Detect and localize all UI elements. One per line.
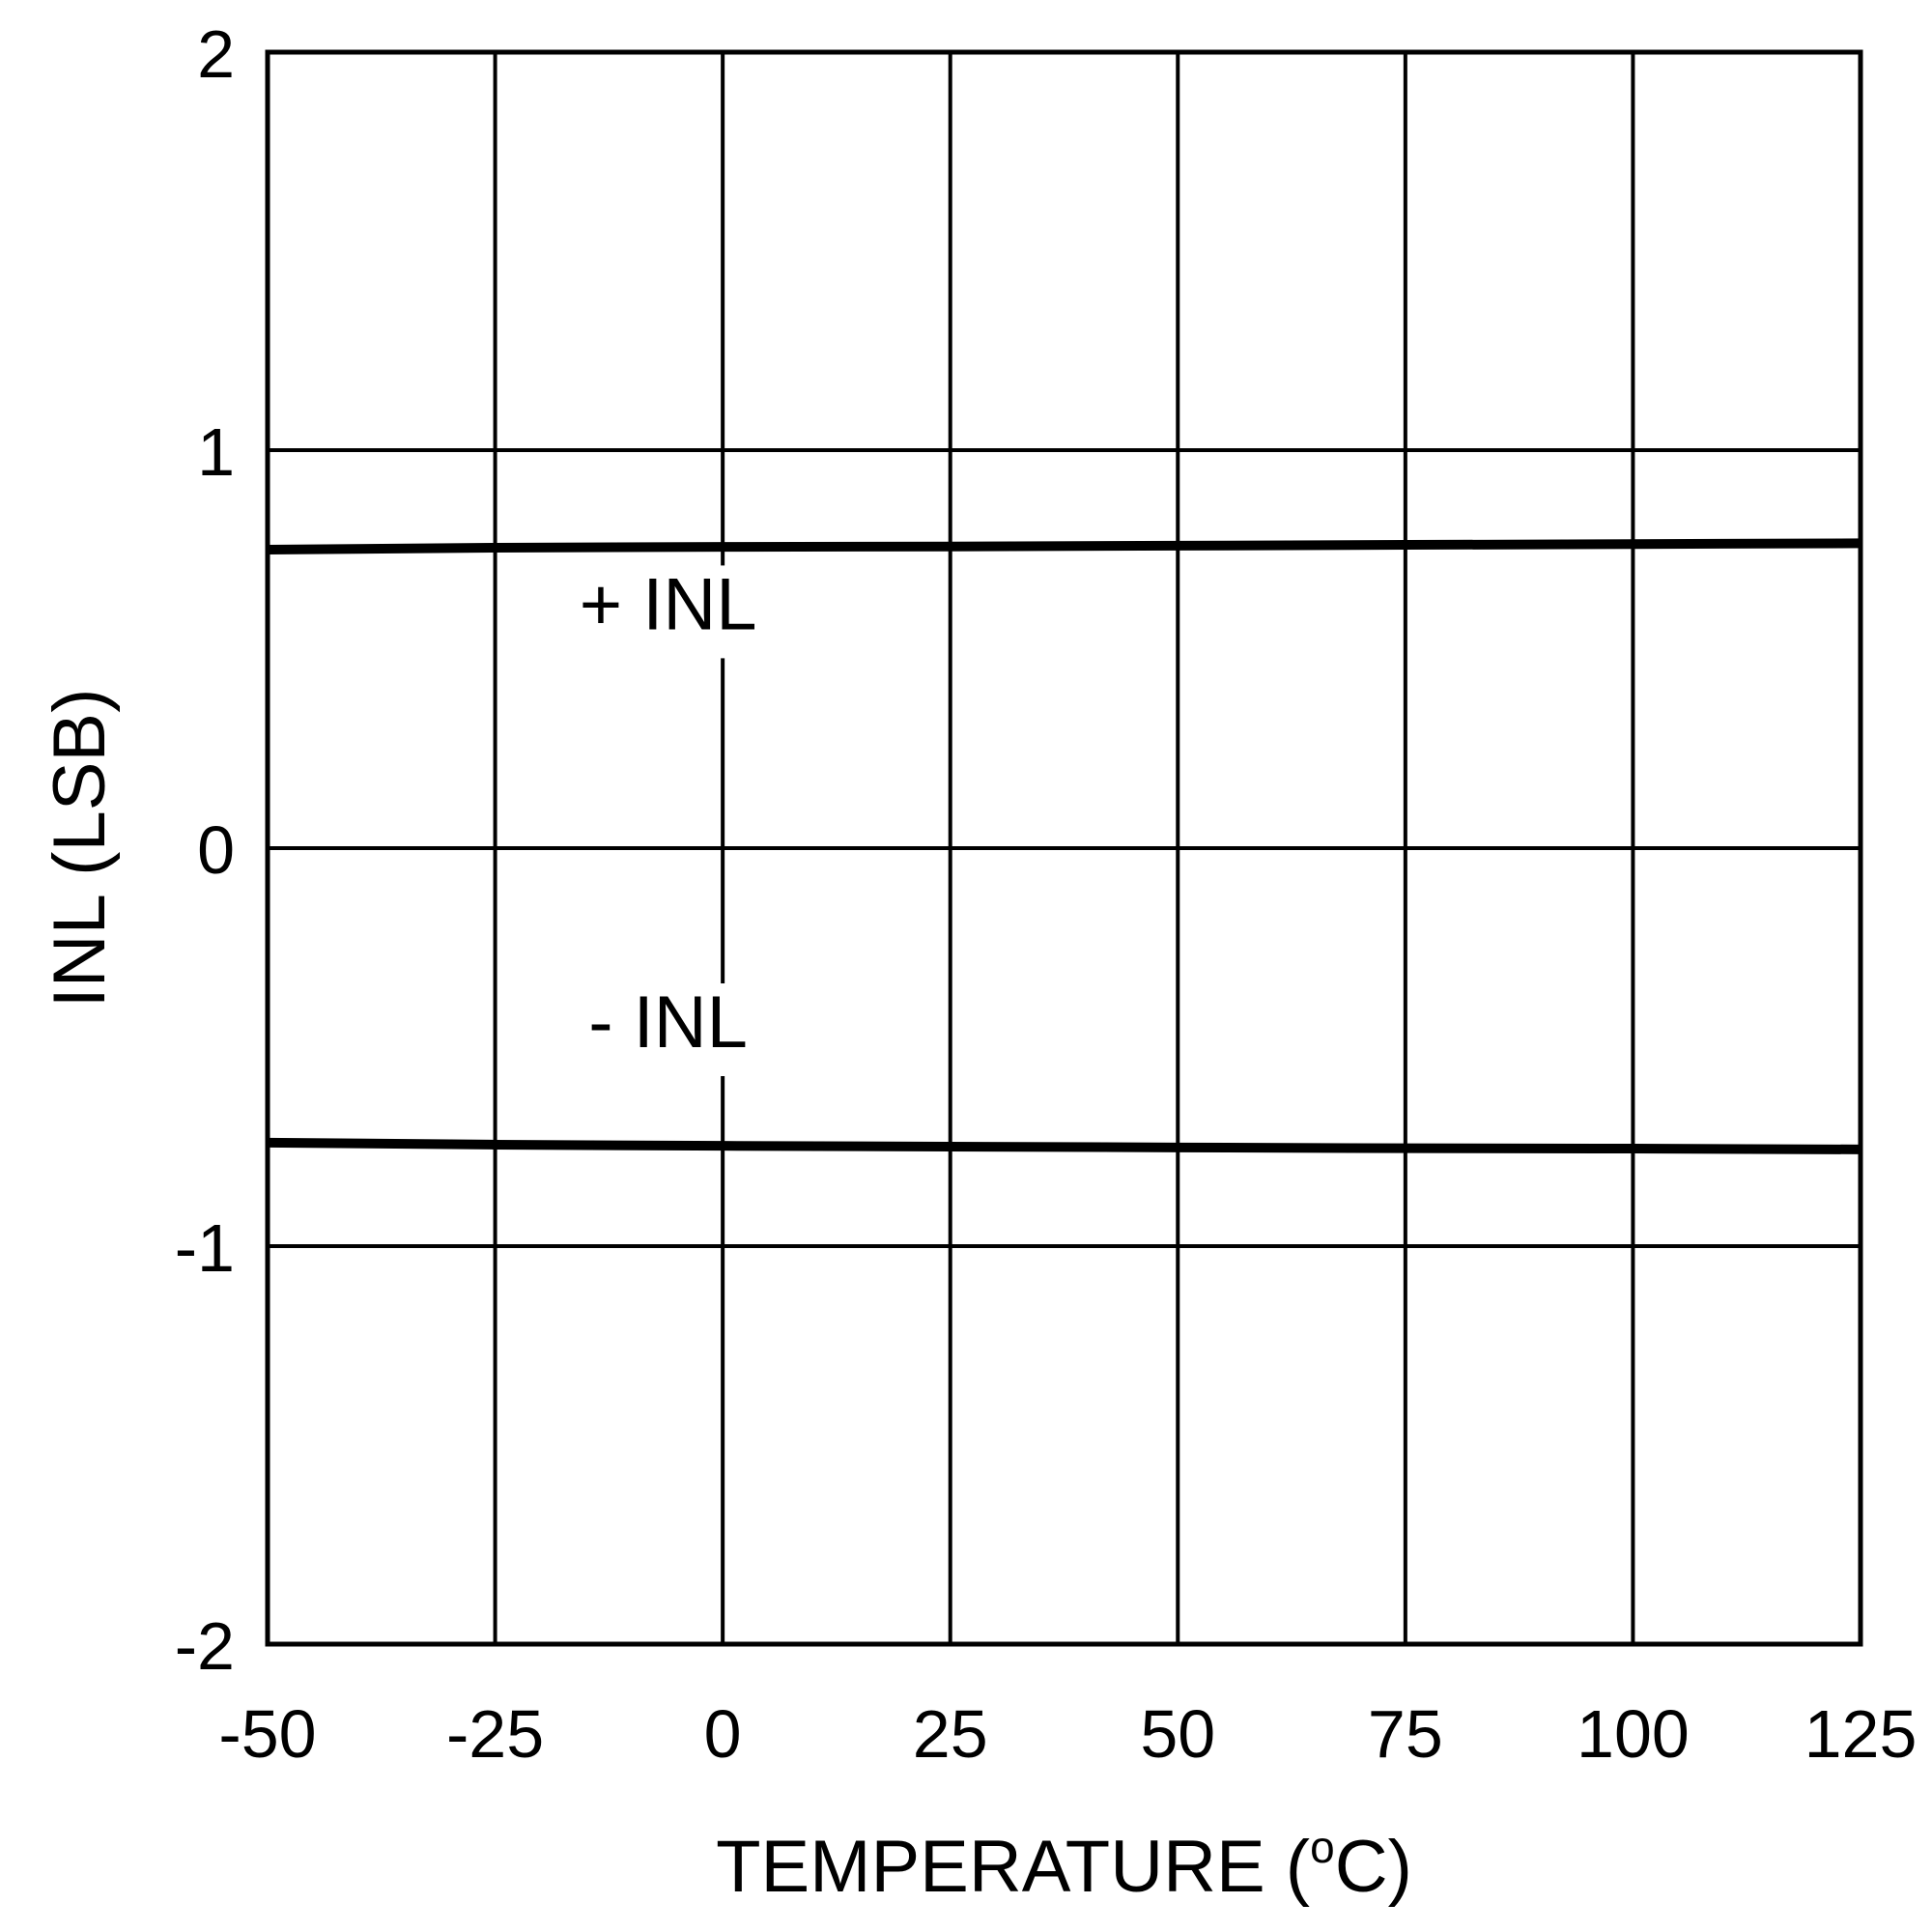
x-tick-label: 125 — [1804, 1696, 1918, 1772]
x-tick-labels: -50 -25 0 25 50 75 100 125 — [218, 1696, 1917, 1772]
x-tick-label: 100 — [1577, 1696, 1690, 1772]
y-tick-label: 0 — [197, 812, 235, 888]
series-label-2: - INL — [588, 981, 748, 1064]
x-tick-label: 50 — [1140, 1696, 1215, 1772]
series-label-backdrop — [552, 983, 784, 1076]
plot-frame — [265, 49, 1863, 1647]
x-axis-title: TEMPERATURE (oC) — [716, 1822, 1412, 1908]
y-tick-label: 2 — [197, 16, 235, 92]
x-tick-label: 75 — [1368, 1696, 1443, 1772]
series-line-1 — [267, 538, 1861, 554]
grid — [268, 52, 1861, 1644]
series-line-2 — [267, 1137, 1861, 1154]
y-tick-label: -1 — [175, 1210, 235, 1286]
x-tick-label: 0 — [704, 1696, 742, 1772]
y-axis-title: INL (LSB) — [39, 689, 121, 1009]
series-group — [267, 538, 1861, 1154]
series-labels: + INL - INL — [552, 563, 784, 1076]
x-tick-label: -50 — [218, 1696, 316, 1772]
y-tick-label: 1 — [197, 414, 235, 490]
series-label-1: + INL — [580, 563, 757, 645]
y-tick-label: -2 — [175, 1608, 235, 1684]
x-tick-label: 25 — [913, 1696, 988, 1772]
series-label-backdrop — [552, 565, 784, 659]
x-tick-label: -25 — [446, 1696, 544, 1772]
y-tick-labels: -2 -1 0 1 2 — [175, 16, 235, 1684]
